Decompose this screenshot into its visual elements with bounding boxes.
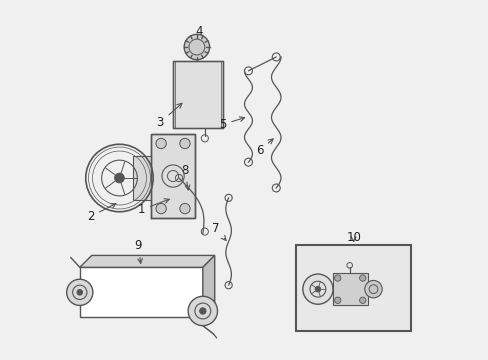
Circle shape: [77, 289, 82, 295]
Polygon shape: [220, 61, 222, 129]
Polygon shape: [133, 156, 151, 200]
Circle shape: [115, 173, 124, 183]
Polygon shape: [332, 273, 367, 305]
Circle shape: [188, 296, 217, 326]
Circle shape: [199, 308, 205, 314]
Circle shape: [364, 280, 382, 298]
Circle shape: [302, 274, 332, 304]
Circle shape: [180, 138, 190, 149]
Polygon shape: [173, 61, 175, 129]
Circle shape: [66, 279, 93, 305]
Text: 2: 2: [86, 204, 116, 223]
Circle shape: [334, 297, 340, 303]
Circle shape: [184, 34, 209, 60]
Text: 5: 5: [219, 117, 244, 131]
Circle shape: [156, 203, 166, 214]
Text: 4: 4: [195, 24, 202, 56]
Text: 11: 11: [346, 267, 368, 281]
Text: 8: 8: [181, 163, 189, 190]
Bar: [80, 267, 203, 317]
Circle shape: [180, 203, 190, 214]
Bar: [296, 246, 410, 331]
Text: 3: 3: [156, 103, 182, 129]
Circle shape: [359, 275, 365, 281]
Text: 7: 7: [212, 222, 225, 240]
Circle shape: [359, 297, 365, 303]
Circle shape: [156, 138, 166, 149]
Text: 10: 10: [346, 231, 360, 244]
Text: 1: 1: [137, 199, 169, 216]
Polygon shape: [203, 255, 214, 317]
Polygon shape: [151, 134, 195, 218]
Text: 6: 6: [255, 139, 273, 157]
Circle shape: [314, 286, 320, 292]
Circle shape: [334, 275, 340, 281]
Polygon shape: [80, 255, 214, 267]
Bar: [173, 61, 222, 129]
Text: 9: 9: [134, 239, 142, 263]
